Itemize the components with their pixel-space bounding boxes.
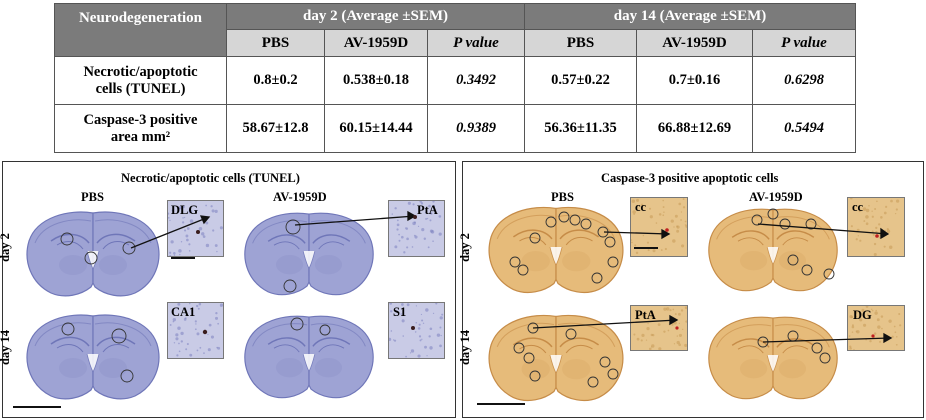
results-table: Neurodegeneration day 2 (Average ±SEM) d… — [54, 3, 856, 153]
table-cell: 60.15±14.44 — [324, 104, 428, 153]
day2-group-header: day 2 (Average ±SEM) — [226, 3, 525, 30]
table-cell: 0.538±0.18 — [324, 56, 428, 105]
caspase-brain-av-day14 — [708, 316, 838, 400]
table-cell: 58.67±12.8 — [226, 104, 325, 153]
tunel-col-pbs: PBS — [81, 190, 104, 204]
caspase-panel-title: Caspase-3 positive apoptotic cells — [601, 171, 779, 185]
tunel-brain-av-day2 — [244, 212, 374, 296]
caspase-row-day2: day 2 — [457, 233, 472, 262]
table-cell: 0.5494 — [752, 104, 856, 153]
tunel-panel: Necrotic/apoptotic cells (TUNEL) PBS AV-… — [0, 161, 456, 418]
table-cell: 0.7±0.16 — [636, 56, 753, 105]
inset-ca1: CA1 — [167, 302, 224, 359]
table-cell: 0.3492 — [427, 56, 525, 105]
day14-p-header: P value — [752, 29, 856, 57]
table-corner-header: Neurodegeneration — [54, 3, 227, 57]
inset-dg: DG — [847, 305, 905, 351]
tunel-row-day14: day 14 — [0, 329, 13, 366]
table-row: Caspase-3 positive area mm² 58.67±12.8 60… — [54, 104, 856, 153]
caspase-brain-av-day2 — [708, 208, 838, 292]
table-cell: 0.57±0.22 — [524, 56, 637, 105]
day14-av-header: AV-1959D — [636, 29, 753, 57]
tunel-brain-pbs-day14 — [26, 314, 160, 400]
day14-pbs-header: PBS — [524, 29, 637, 57]
tunel-brain-pbs-day2 — [26, 211, 160, 297]
table-cell: 56.36±11.35 — [524, 104, 637, 153]
table-cell: 0.6298 — [752, 56, 856, 105]
scale-bar — [13, 406, 61, 408]
scale-bar — [634, 247, 658, 249]
inset-pta-tunel: PtA — [388, 200, 445, 257]
inset-pta-caspase: PtA — [630, 305, 688, 351]
caspase-row-day14: day 14 — [458, 329, 473, 366]
table-cell: 0.8±0.2 — [226, 56, 325, 105]
row-label-tunel: Necrotic/apoptotic cells (TUNEL) — [54, 56, 227, 105]
caspase-panel: Caspase-3 positive apoptotic cells PBS A… — [458, 161, 924, 418]
row-label-caspase: Caspase-3 positive area mm² — [54, 104, 227, 153]
table-row: Necrotic/apoptotic cells (TUNEL) 0.8±0.2 … — [54, 56, 856, 105]
scale-bar — [477, 403, 525, 405]
caspase-brain-pbs-day2 — [488, 206, 624, 294]
caspase-col-pbs: PBS — [551, 190, 574, 204]
caspase-col-av: AV-1959D — [749, 190, 803, 204]
day14-group-header: day 14 (Average ±SEM) — [524, 3, 856, 30]
inset-s1: S1 — [388, 302, 445, 359]
caspase-brain-pbs-day14 — [488, 314, 624, 402]
inset-dlg: DLG — [167, 200, 224, 257]
tunel-brain-av-day14 — [244, 315, 374, 399]
tunel-panel-title: Necrotic/apoptotic cells (TUNEL) — [121, 171, 300, 185]
inset-cc-av: cc — [847, 197, 905, 257]
tunel-col-av: AV-1959D — [273, 190, 327, 204]
day2-p-header: P value — [427, 29, 525, 57]
day2-pbs-header: PBS — [226, 29, 325, 57]
table-cell: 66.88±12.69 — [636, 104, 753, 153]
day2-av-header: AV-1959D — [324, 29, 428, 57]
table-cell: 0.9389 — [427, 104, 525, 153]
tunel-row-day2: day 2 — [0, 233, 12, 262]
scale-bar — [171, 257, 195, 259]
